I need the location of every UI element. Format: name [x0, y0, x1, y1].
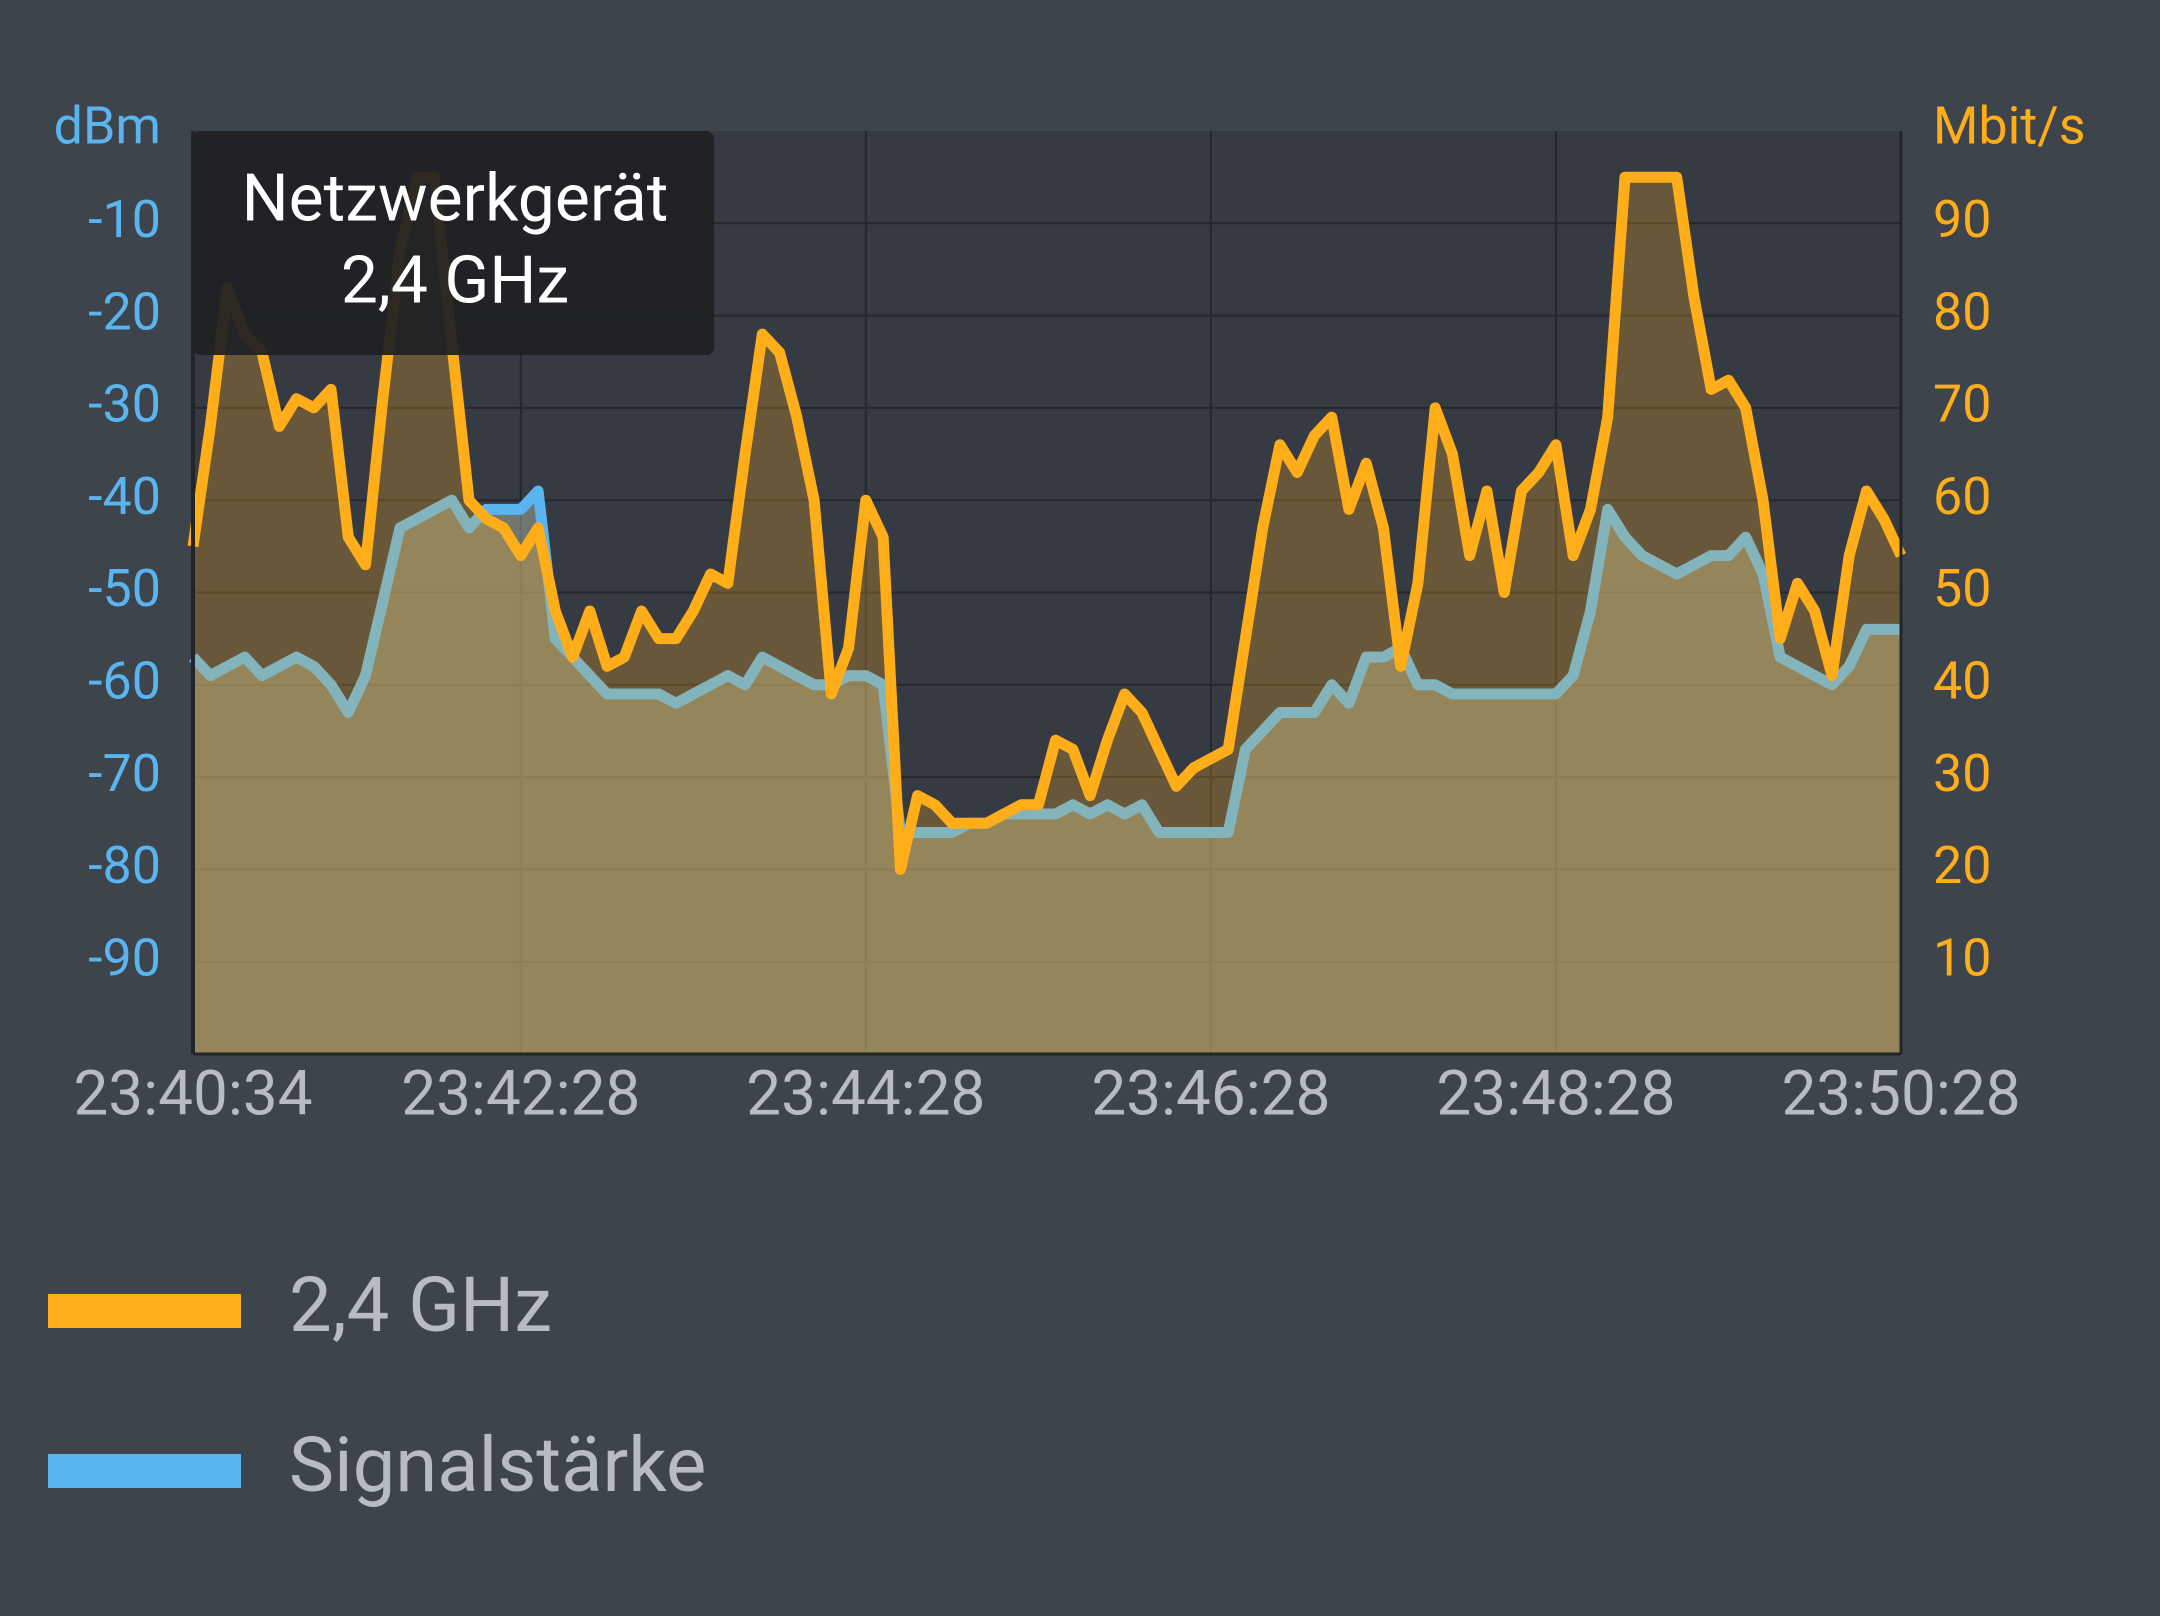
y-tick-label: -90 — [88, 927, 161, 988]
tooltip-title: Netzwerkgerät — [242, 160, 669, 237]
x-tick-label: 23:46:28 — [1091, 1057, 1330, 1130]
tooltip-subtitle: 2,4 GHz — [341, 242, 569, 319]
area-fill — [193, 491, 1901, 1054]
y-tick-label: -20 — [88, 281, 161, 342]
x-tick-label: 23:50:28 — [1781, 1057, 2020, 1130]
y2-tick-label: 90 — [1933, 189, 1991, 250]
legend-swatch — [48, 1294, 241, 1328]
tooltip-box — [193, 131, 714, 355]
x-tick-label: 23:42:28 — [401, 1057, 640, 1130]
y2-tick-label: 30 — [1933, 743, 1991, 804]
x-tick-label: 23:40:34 — [73, 1057, 312, 1130]
series-line — [188, 485, 1901, 838]
y2-tick-label: 80 — [1933, 281, 1991, 342]
y-tick-label: -80 — [88, 835, 161, 896]
series-layer — [187, 171, 1906, 1054]
x-tick-label: 23:48:28 — [1436, 1057, 1675, 1130]
legend-swatch — [48, 1454, 241, 1488]
y-tick-label: -60 — [88, 651, 161, 712]
legend-label: Signalstärke — [289, 1420, 706, 1510]
y-tick-label: -30 — [88, 374, 161, 435]
x-tick-label: 23:44:28 — [746, 1057, 985, 1130]
y2-tick-label: 70 — [1933, 374, 1991, 435]
y2-tick-label: 40 — [1933, 651, 1991, 712]
y-tick-label: -40 — [88, 466, 161, 527]
y-tick-label: -70 — [88, 743, 161, 804]
y-axis-label: dBm — [54, 96, 161, 157]
area-fill — [193, 177, 1901, 1054]
y-tick-label: -50 — [88, 558, 161, 619]
y2-axis-label: Mbit/s — [1933, 96, 2086, 157]
y2-tick-label: 60 — [1933, 466, 1991, 527]
series-line — [187, 171, 1906, 875]
y-tick-label: -10 — [88, 189, 161, 250]
legend-label: 2,4 GHz — [289, 1260, 552, 1350]
y2-tick-label: 20 — [1933, 835, 1991, 896]
y2-tick-label: 10 — [1933, 927, 1991, 988]
y2-tick-label: 50 — [1933, 558, 1991, 619]
